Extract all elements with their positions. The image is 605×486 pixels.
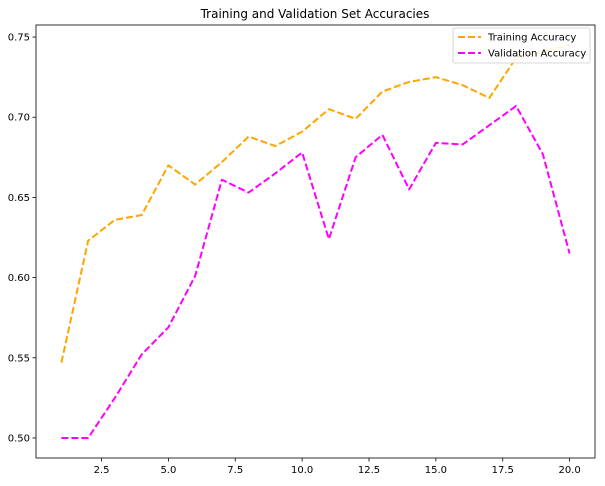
series-2-point bbox=[461, 142, 465, 146]
series-2-point bbox=[354, 155, 358, 159]
series-2-point bbox=[166, 325, 170, 329]
series-1-point bbox=[273, 144, 277, 148]
axes: 2.5 5.0 7.5 10.0 12.5 15.0 17.5 20.0 0.50 0.55 0.6… bbox=[8, 24, 596, 476]
series-2-point bbox=[86, 436, 90, 440]
y-tick-label: 0.70 bbox=[8, 113, 30, 124]
x-tick-label: 15.0 bbox=[425, 465, 447, 476]
series-line-2 bbox=[61, 104, 571, 439]
series-1-point bbox=[327, 107, 331, 111]
plot-frame bbox=[35, 24, 596, 459]
series-1-point bbox=[434, 75, 438, 79]
x-tick-label: 17.5 bbox=[492, 465, 514, 476]
series-1-point bbox=[220, 160, 224, 164]
series-1-point bbox=[461, 83, 465, 87]
x-tick-label: 10.0 bbox=[291, 465, 313, 476]
x-tick-label: 20.0 bbox=[558, 465, 580, 476]
series-1-point bbox=[113, 218, 117, 222]
series-2-point bbox=[514, 104, 518, 108]
series-2-point bbox=[541, 152, 545, 156]
legend: Training Accuracy Validation Accuracy bbox=[452, 27, 591, 64]
series-1-point bbox=[407, 80, 411, 84]
series-1-point bbox=[354, 117, 358, 121]
series-2-point bbox=[434, 141, 438, 145]
series-2-point bbox=[380, 133, 384, 137]
y-tick-label: 0.50 bbox=[8, 433, 30, 444]
x-tick-label: 7.5 bbox=[227, 465, 243, 476]
y-tick-label: 0.60 bbox=[8, 273, 30, 284]
series-2-point bbox=[140, 353, 144, 357]
series-2-point bbox=[59, 436, 63, 440]
x-tick-label: 2.5 bbox=[94, 465, 110, 476]
x-tick-label: 12.5 bbox=[358, 465, 380, 476]
chart-title: Training and Validation Set Accuracies bbox=[200, 7, 430, 21]
series-1-point bbox=[487, 96, 491, 100]
series-1-point bbox=[59, 361, 63, 365]
series-1-point bbox=[86, 239, 90, 243]
series-2-point bbox=[300, 150, 304, 154]
y-tick-label: 0.55 bbox=[8, 353, 30, 364]
series-1-point bbox=[247, 134, 251, 138]
plot-lines bbox=[59, 44, 572, 440]
series-2-point bbox=[247, 191, 251, 195]
series-1-point bbox=[140, 213, 144, 217]
series-1-point bbox=[300, 130, 304, 134]
series-2-point bbox=[273, 171, 277, 175]
y-tick-label: 0.65 bbox=[8, 193, 30, 204]
series-2-point bbox=[193, 274, 197, 278]
series-1-point bbox=[380, 90, 384, 94]
series-line-1 bbox=[60, 44, 570, 363]
series-1-point bbox=[193, 183, 197, 187]
legend-label: Training Accuracy bbox=[487, 33, 576, 44]
legend-box bbox=[452, 27, 591, 64]
series-2-point bbox=[220, 178, 224, 182]
x-tick-label: 5.0 bbox=[160, 465, 176, 476]
legend-label: Validation Accuracy bbox=[488, 49, 586, 60]
series-2-point bbox=[568, 252, 572, 256]
series-2-point bbox=[407, 187, 411, 191]
series-2-point bbox=[113, 396, 117, 400]
y-tick-label: 0.75 bbox=[8, 33, 30, 44]
series-2-point bbox=[327, 237, 331, 241]
series-2-point bbox=[487, 123, 491, 127]
series-1-point bbox=[166, 163, 170, 167]
